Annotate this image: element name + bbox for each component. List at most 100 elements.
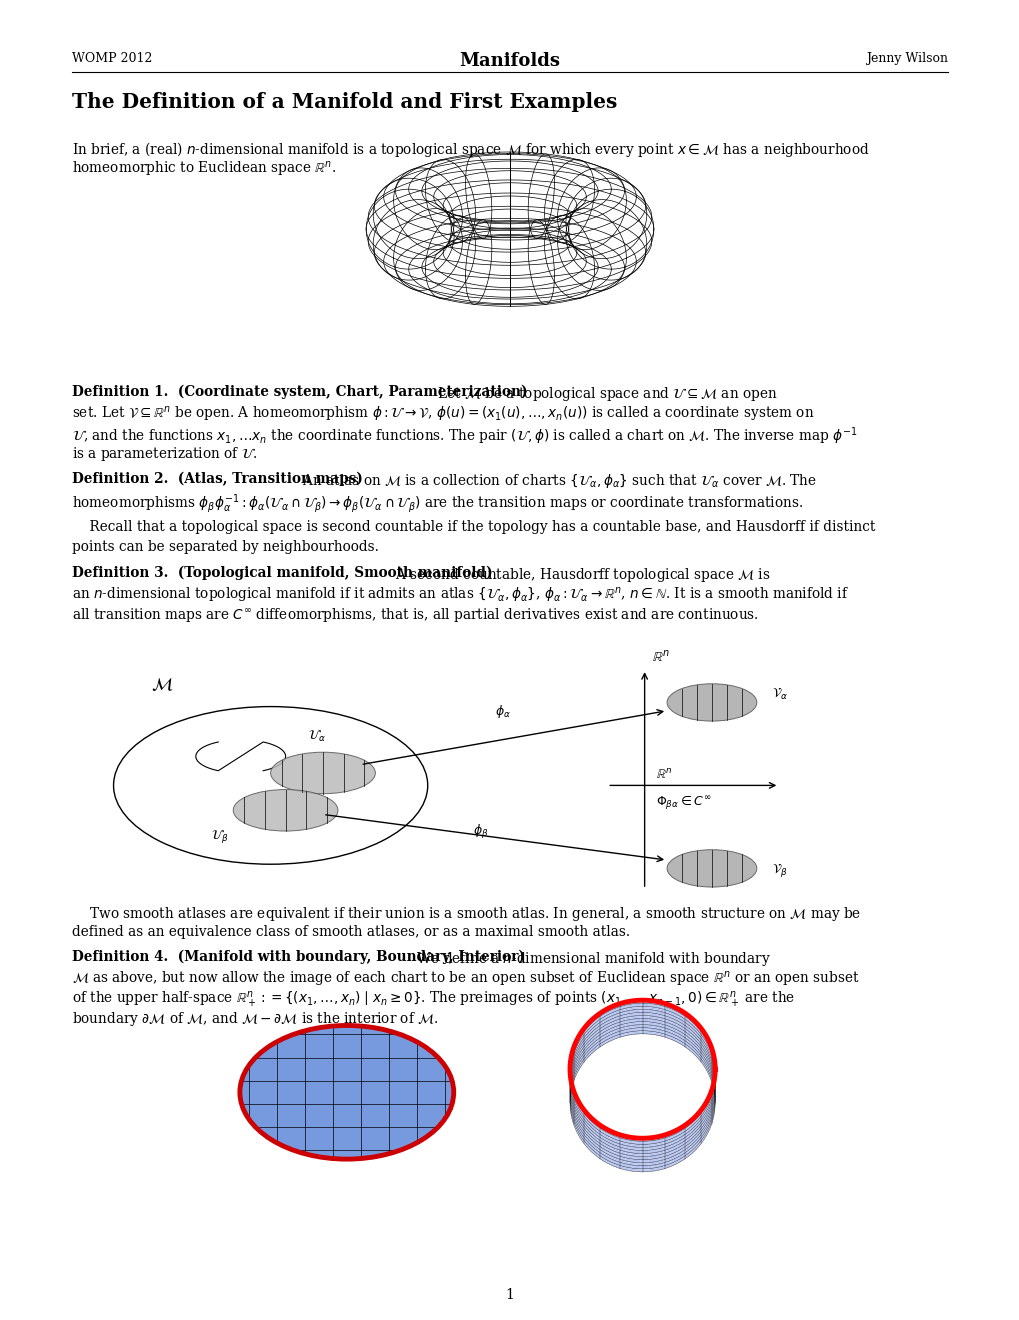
Polygon shape	[586, 1127, 591, 1134]
Polygon shape	[591, 1020, 597, 1027]
Polygon shape	[690, 1119, 695, 1126]
Polygon shape	[708, 1119, 711, 1127]
Polygon shape	[578, 1044, 582, 1051]
Polygon shape	[572, 1074, 575, 1082]
Polygon shape	[597, 1036, 603, 1041]
Polygon shape	[695, 1142, 700, 1148]
Polygon shape	[597, 1133, 603, 1138]
Polygon shape	[648, 1006, 655, 1008]
Polygon shape	[578, 1041, 582, 1049]
Polygon shape	[575, 1061, 578, 1069]
Polygon shape	[690, 1018, 695, 1023]
Polygon shape	[640, 1168, 648, 1170]
Polygon shape	[625, 1156, 633, 1159]
Polygon shape	[695, 1040, 700, 1047]
Polygon shape	[713, 1109, 714, 1118]
Polygon shape	[603, 1150, 610, 1155]
Polygon shape	[648, 1150, 655, 1152]
Text: Two smooth atlases are equivalent if their union is a smooth atlas. In general, : Two smooth atlases are equivalent if the…	[72, 906, 860, 923]
Polygon shape	[618, 1135, 625, 1139]
Polygon shape	[571, 1084, 572, 1092]
Polygon shape	[575, 1071, 578, 1077]
Polygon shape	[704, 1048, 708, 1056]
Polygon shape	[704, 1107, 708, 1114]
Polygon shape	[586, 1117, 591, 1123]
Polygon shape	[591, 1121, 597, 1127]
Polygon shape	[625, 1011, 633, 1014]
Polygon shape	[586, 1130, 591, 1137]
Polygon shape	[648, 1011, 655, 1012]
Polygon shape	[711, 1069, 713, 1078]
Polygon shape	[633, 1166, 640, 1167]
Polygon shape	[591, 1023, 597, 1030]
Polygon shape	[572, 1110, 575, 1119]
Polygon shape	[695, 1047, 700, 1053]
Polygon shape	[711, 1049, 713, 1059]
Polygon shape	[695, 1045, 700, 1052]
Polygon shape	[700, 1106, 704, 1114]
Polygon shape	[575, 1049, 578, 1057]
Polygon shape	[663, 1139, 671, 1142]
Polygon shape	[708, 1059, 711, 1067]
Polygon shape	[684, 1012, 690, 1019]
Polygon shape	[704, 1104, 708, 1111]
Polygon shape	[671, 1131, 677, 1135]
Polygon shape	[618, 1027, 625, 1030]
Polygon shape	[690, 1031, 695, 1038]
Polygon shape	[711, 1048, 713, 1057]
Polygon shape	[648, 1166, 655, 1167]
Polygon shape	[700, 1118, 704, 1126]
Polygon shape	[708, 1114, 711, 1122]
Polygon shape	[618, 1155, 625, 1159]
Polygon shape	[695, 1129, 700, 1135]
Polygon shape	[591, 1133, 597, 1139]
Polygon shape	[575, 1041, 578, 1049]
Polygon shape	[700, 1030, 704, 1036]
Polygon shape	[610, 1031, 618, 1035]
Polygon shape	[655, 1160, 663, 1163]
Polygon shape	[610, 1154, 618, 1158]
Polygon shape	[711, 1061, 713, 1069]
Polygon shape	[610, 1018, 618, 1022]
Text: $\Phi_{\beta\alpha} \in C^\infty$: $\Phi_{\beta\alpha} \in C^\infty$	[655, 795, 710, 812]
Polygon shape	[640, 1156, 648, 1158]
Polygon shape	[633, 1011, 640, 1012]
Polygon shape	[591, 1026, 597, 1031]
Polygon shape	[684, 1031, 690, 1038]
Polygon shape	[633, 1144, 640, 1146]
Polygon shape	[684, 1127, 690, 1133]
Polygon shape	[597, 1148, 603, 1155]
Polygon shape	[575, 1102, 578, 1110]
Polygon shape	[711, 1078, 713, 1088]
Polygon shape	[575, 1048, 578, 1056]
Polygon shape	[633, 1168, 640, 1170]
Polygon shape	[625, 1155, 633, 1158]
Polygon shape	[571, 1081, 572, 1089]
Polygon shape	[663, 1018, 671, 1022]
Polygon shape	[708, 1067, 711, 1074]
Polygon shape	[713, 1059, 714, 1068]
Polygon shape	[571, 1077, 572, 1085]
Polygon shape	[708, 1073, 711, 1081]
Polygon shape	[711, 1107, 713, 1115]
Polygon shape	[586, 1129, 591, 1135]
Polygon shape	[671, 1035, 677, 1039]
Polygon shape	[603, 1008, 610, 1012]
Polygon shape	[603, 1133, 610, 1137]
Polygon shape	[663, 1005, 671, 1008]
Polygon shape	[713, 1081, 714, 1090]
Polygon shape	[663, 1016, 671, 1019]
Polygon shape	[663, 1023, 671, 1027]
Polygon shape	[713, 1096, 714, 1104]
Polygon shape	[700, 1043, 704, 1051]
Polygon shape	[603, 1130, 610, 1135]
Polygon shape	[655, 1163, 663, 1166]
Polygon shape	[671, 1139, 677, 1143]
Polygon shape	[663, 1142, 671, 1146]
Polygon shape	[708, 1090, 711, 1098]
Polygon shape	[582, 1035, 586, 1041]
Polygon shape	[640, 1032, 648, 1034]
Polygon shape	[640, 1031, 648, 1032]
Polygon shape	[713, 1085, 714, 1093]
Polygon shape	[663, 1015, 671, 1018]
